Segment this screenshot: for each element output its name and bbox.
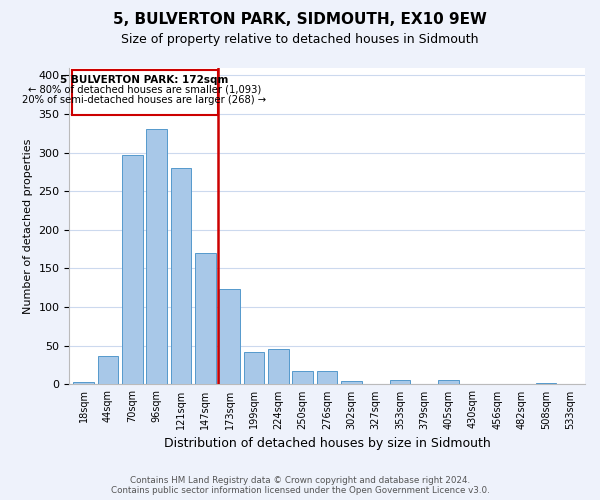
Bar [292,372,313,384]
Bar [170,168,191,384]
Bar [439,380,459,384]
Bar [195,253,215,384]
Text: 5 BULVERTON PARK: 172sqm: 5 BULVERTON PARK: 172sqm [61,75,229,85]
Bar [244,352,265,384]
X-axis label: Distribution of detached houses by size in Sidmouth: Distribution of detached houses by size … [164,437,490,450]
Bar [146,130,167,384]
Text: 5, BULVERTON PARK, SIDMOUTH, EX10 9EW: 5, BULVERTON PARK, SIDMOUTH, EX10 9EW [113,12,487,28]
Bar [98,356,118,384]
FancyBboxPatch shape [71,70,218,116]
Text: Size of property relative to detached houses in Sidmouth: Size of property relative to detached ho… [121,32,479,46]
Bar [268,349,289,384]
Bar [317,370,337,384]
Bar [389,380,410,384]
Bar [341,380,362,384]
Text: Contains HM Land Registry data © Crown copyright and database right 2024.
Contai: Contains HM Land Registry data © Crown c… [110,476,490,495]
Bar [220,290,240,384]
Text: 20% of semi-detached houses are larger (268) →: 20% of semi-detached houses are larger (… [22,95,266,105]
Bar [73,382,94,384]
Bar [536,383,556,384]
Y-axis label: Number of detached properties: Number of detached properties [23,138,32,314]
Text: ← 80% of detached houses are smaller (1,093): ← 80% of detached houses are smaller (1,… [28,85,261,95]
Bar [122,155,143,384]
